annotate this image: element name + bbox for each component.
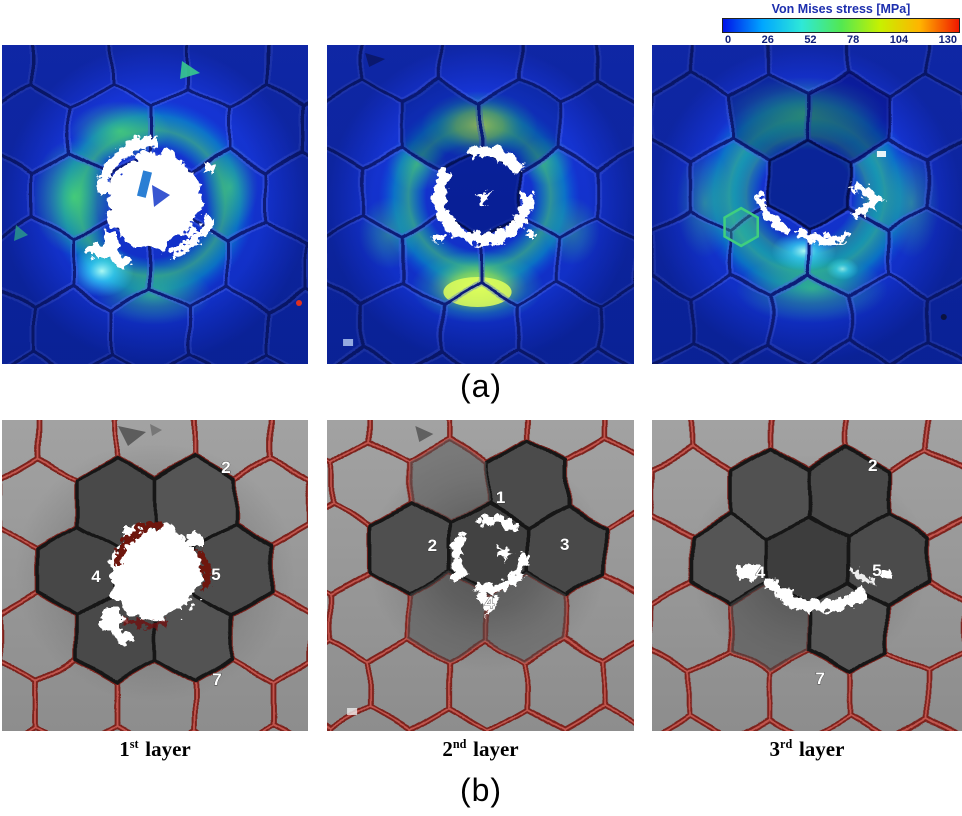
damage-map-layer-1: 2 4 5 7 bbox=[2, 420, 308, 731]
cell-label: 2 bbox=[868, 456, 878, 475]
caption-layer-2: 2nd layer bbox=[327, 737, 634, 762]
damage-region bbox=[94, 520, 198, 644]
colorbar-title: Von Mises stress [MPa] bbox=[771, 2, 911, 16]
damage-region bbox=[447, 513, 527, 617]
cell-label: 7 bbox=[212, 670, 221, 689]
colorbar-ticks: 0 26 52 78 104 130 bbox=[722, 34, 960, 46]
cell-label: 5 bbox=[211, 565, 220, 584]
caption-ordinal: 1 bbox=[119, 737, 130, 761]
damage-region bbox=[430, 143, 532, 243]
cell-fragments bbox=[343, 53, 386, 346]
cell-label: 7 bbox=[815, 669, 825, 688]
cell-fragments bbox=[14, 61, 302, 306]
stress-map-layer-1 bbox=[2, 45, 308, 364]
cell-fragments bbox=[876, 151, 947, 320]
stress-map-layer-3 bbox=[652, 45, 962, 364]
caption-word: layer bbox=[473, 737, 519, 761]
colorbar-tick: 130 bbox=[938, 34, 957, 46]
cell-label: 4 bbox=[91, 567, 101, 586]
colorbar-tick: 0 bbox=[725, 34, 732, 46]
crack-ring bbox=[110, 517, 208, 627]
caption-suffix: rd bbox=[780, 737, 793, 751]
colorbar-tick: 104 bbox=[889, 34, 909, 46]
caption-layer-3: 3rd layer bbox=[652, 737, 962, 762]
debris bbox=[118, 424, 162, 446]
cell-label: 5 bbox=[872, 561, 882, 580]
colorbar-gradient bbox=[722, 18, 960, 33]
damage-region bbox=[732, 561, 888, 611]
caption-suffix: st bbox=[129, 737, 139, 751]
colorbar-tick: 78 bbox=[847, 34, 860, 46]
cell-label: 1 bbox=[496, 488, 505, 507]
cell-label: 3 bbox=[560, 535, 569, 554]
colorbar-tick: 26 bbox=[761, 34, 774, 46]
damage-map-layer-2: 1 2 3 4 bbox=[327, 420, 634, 731]
caption-ordinal: 2 bbox=[442, 737, 453, 761]
caption-layer-1: 1st layer bbox=[2, 737, 308, 762]
caption-ordinal: 3 bbox=[769, 737, 781, 761]
caption-word: layer bbox=[145, 737, 191, 761]
cell-label: 4 bbox=[485, 593, 495, 612]
damage-region bbox=[751, 179, 884, 242]
cell-label: 2 bbox=[428, 536, 437, 555]
caption-word: layer bbox=[798, 737, 845, 761]
colorbar-tick: 52 bbox=[804, 34, 817, 46]
damage-map-layer-3: 2 4 5 7 bbox=[652, 420, 962, 731]
debris bbox=[347, 426, 434, 715]
stress-map-layer-2 bbox=[327, 45, 634, 364]
cell-label: 4 bbox=[756, 563, 766, 582]
figure-label-b: (b) bbox=[459, 772, 503, 808]
caption-suffix: nd bbox=[452, 737, 467, 751]
crack-arcs bbox=[93, 134, 213, 256]
figure-label-a: (a) bbox=[459, 368, 503, 404]
green-cell-outline bbox=[723, 206, 760, 248]
cell-label: 2 bbox=[221, 458, 230, 477]
colorbar: Von Mises stress [MPa] 0 26 52 78 104 13… bbox=[722, 2, 960, 46]
